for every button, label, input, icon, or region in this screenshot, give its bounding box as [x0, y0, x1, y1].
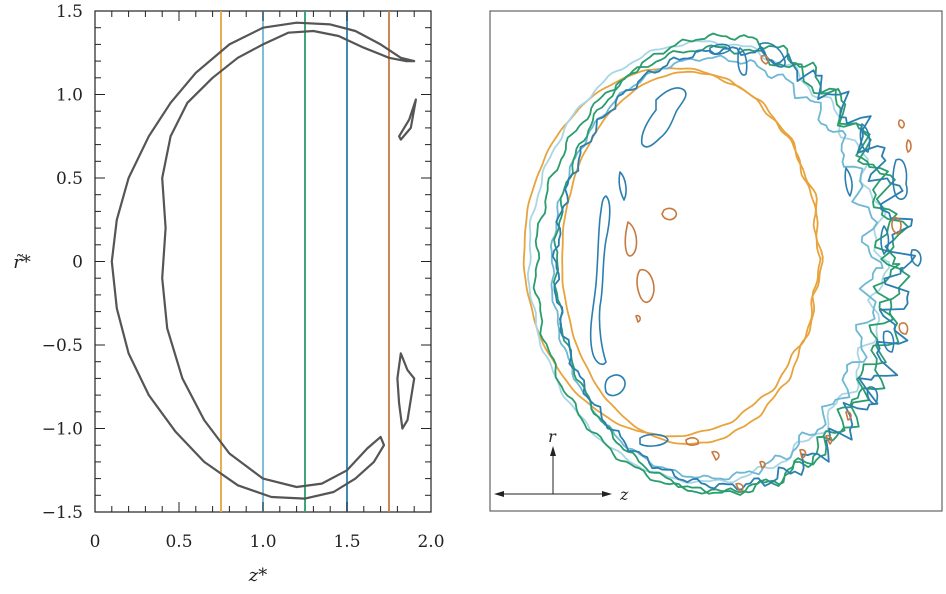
x-tick-label: 1.0 [249, 532, 276, 552]
contour-ring-5 [532, 44, 911, 496]
orange-blob [759, 460, 766, 469]
contour-ring-1 [561, 70, 822, 445]
z-arrow-head-left [494, 491, 504, 497]
blue-blob [892, 158, 908, 200]
right-chart: r z [489, 10, 943, 512]
orange-blob [735, 482, 744, 493]
z-axis-label: z [619, 485, 629, 504]
x-tick-label: 0.5 [165, 532, 192, 552]
orange-blob [845, 410, 852, 421]
r-axis-label: r [548, 427, 557, 446]
orange-blob [897, 119, 905, 129]
x-tick-label: 1.5 [333, 532, 360, 552]
y-tick-label: −1.5 [42, 503, 83, 523]
contour-ring-6 [551, 46, 917, 491]
orange-blob [905, 139, 912, 153]
blue-blob [910, 249, 922, 267]
blue-blob [866, 386, 879, 405]
blue-blob [882, 330, 895, 353]
orange-blob [711, 450, 720, 461]
right-plot-frame [489, 10, 943, 512]
orange-blob [825, 434, 833, 445]
y-tick-label: −0.5 [42, 336, 83, 356]
contour-ring-4 [552, 32, 901, 495]
contour-series-1 [398, 98, 417, 141]
r-arrow-head [550, 446, 556, 456]
z-arrow-head-right [602, 491, 612, 497]
blue-blob [604, 374, 626, 397]
blue-blob [859, 123, 871, 153]
left-tick-labels: 0 0.5 1.0 1.5 2.0 1.5 1.0 0.5 0 −0.5 −1.0 −1.5 [42, 2, 445, 552]
contour-series-0 [110, 21, 416, 500]
y-tick-label: 0.5 [56, 169, 83, 189]
left-y-axis-label: r̃* [13, 252, 31, 273]
contour-blobs [589, 42, 922, 493]
contour-ring-3 [550, 54, 884, 481]
y-tick-label: 0 [72, 253, 83, 273]
orange-blob [685, 437, 700, 446]
blue-blob [640, 87, 687, 148]
blue-blob [709, 43, 731, 55]
x-tick-label: 0 [90, 532, 101, 552]
blue-blob [737, 47, 748, 76]
orange-blob [635, 314, 641, 323]
left-x-axis-label: z* [248, 565, 267, 586]
y-tick-label: −1.0 [42, 420, 83, 440]
contour-ring-2 [527, 40, 890, 484]
orange-blob [799, 448, 807, 459]
blue-blob [844, 167, 853, 197]
contour-series-2 [396, 352, 416, 430]
orange-blob [661, 207, 678, 221]
orange-blob [891, 216, 902, 235]
left-vertical-lines [220, 11, 390, 512]
y-tick-label: 1.0 [56, 86, 83, 106]
y-tick-label: 1.5 [56, 2, 83, 22]
blue-blob [880, 225, 890, 255]
blue-blob [618, 171, 627, 201]
left-ticks [94, 10, 432, 513]
coordinate-axes: r z [494, 427, 629, 504]
orange-blob [760, 54, 769, 65]
blue-blob [639, 433, 669, 447]
orange-blob [624, 221, 638, 257]
x-tick-label: 2.0 [417, 532, 444, 552]
left-contours [110, 21, 417, 500]
blue-blob [759, 42, 786, 68]
left-chart: 0 0.5 1.0 1.5 2.0 1.5 1.0 0.5 0 −0.5 −1.0 −1.5 z* r… [13, 2, 444, 586]
orange-blob [636, 268, 655, 303]
blue-blob [589, 195, 611, 366]
orange-blob [898, 322, 909, 335]
contour-rings [522, 32, 917, 496]
